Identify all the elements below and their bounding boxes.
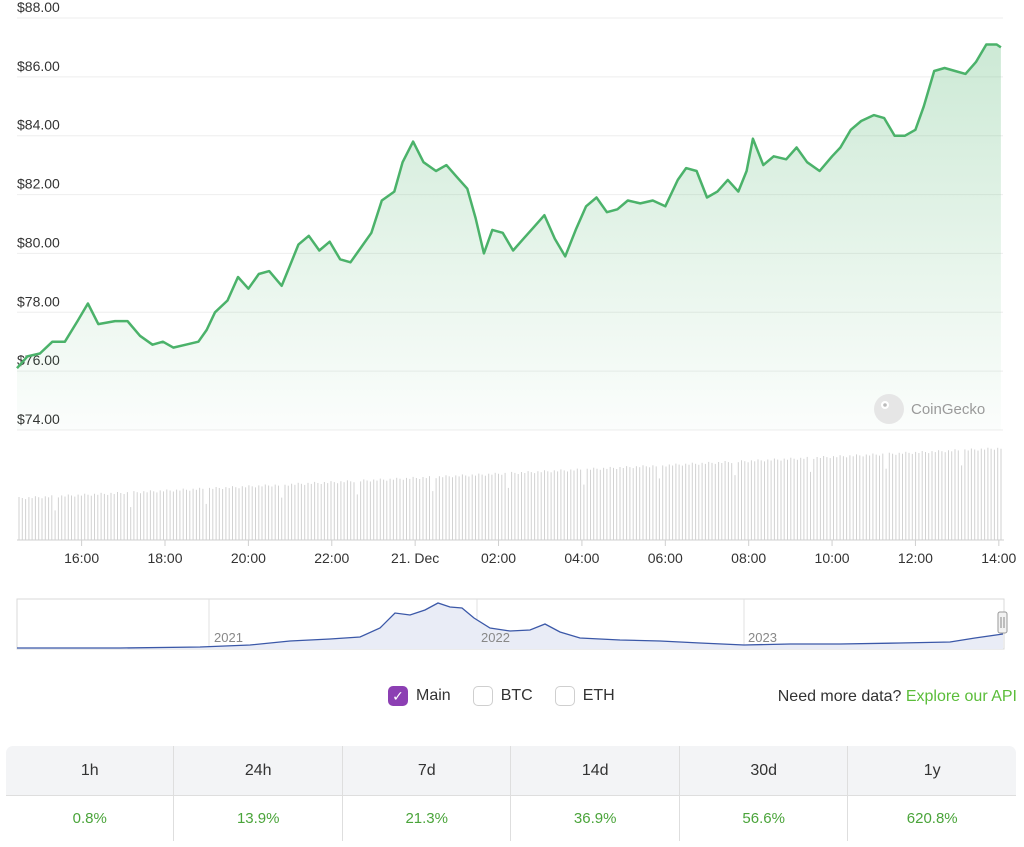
toggle-main[interactable]: ✓ Main — [388, 686, 451, 706]
x-tick-label: 10:00 — [815, 550, 850, 566]
performance-value-row: 0.8% 13.9% 21.3% 36.9% 56.6% 620.8% — [6, 795, 1016, 841]
price-area — [17, 44, 1001, 430]
performance-table: 1h 24h 7d 14d 30d 1y 0.8% 13.9% 21.3% 36… — [5, 745, 1017, 842]
period-change-value: 36.9% — [510, 795, 680, 841]
checkbox-icon[interactable] — [554, 686, 575, 706]
y-tick-label: $88.00 — [17, 0, 60, 15]
y-tick-label: $80.00 — [17, 234, 60, 250]
y-tick-label: $82.00 — [17, 176, 60, 192]
x-tick-label: 14:00 — [981, 550, 1016, 566]
period-header: 1y — [847, 746, 1016, 796]
x-tick-label: 04:00 — [564, 550, 599, 566]
x-tick-label: 22:00 — [314, 550, 349, 566]
period-header: 14d — [510, 746, 680, 796]
series-toggles: ✓ Main BTC ETH — [388, 686, 615, 706]
x-tick-label: 06:00 — [648, 550, 683, 566]
checkbox-icon[interactable] — [472, 686, 493, 706]
period-header: 30d — [678, 746, 849, 796]
period-change-value: 21.3% — [341, 795, 512, 841]
x-axis: 16:00 18:00 20:00 22:00 21. Dec 02:00 04:00 06:… — [64, 540, 1017, 566]
y-tick-label: $86.00 — [17, 58, 60, 74]
coingecko-watermark: CoinGecko — [874, 394, 985, 424]
y-tick-label: $78.00 — [17, 293, 60, 309]
explore-api-link[interactable]: Explore our API — [905, 688, 1017, 705]
price-line — [16, 43, 1002, 370]
toggle-label: ETH — [582, 687, 615, 704]
x-tick-label: 16:00 — [64, 550, 99, 566]
y-tick-label: $84.00 — [17, 117, 60, 133]
navigator-handle[interactable] — [997, 611, 1008, 634]
more-data-prompt: Need more data? Explore our API — [778, 688, 1017, 706]
period-change-value: 13.9% — [173, 795, 343, 841]
price-chart: $74.00$76.00$78.00$80.00$82.00$84.00$86.… — [16, 0, 1017, 650]
navigator-year-label: 2022 — [481, 630, 510, 645]
x-tick-label: 12:00 — [898, 550, 933, 566]
period-change-value: 0.8% — [6, 795, 175, 841]
toggle-btc[interactable]: BTC — [472, 686, 533, 706]
x-tick-label: 18:00 — [147, 550, 182, 566]
navigator-year-label: 2021 — [214, 630, 243, 645]
watermark-text: CoinGecko — [911, 401, 985, 418]
x-tick-label: 08:00 — [731, 550, 766, 566]
navigator-year-label: 2023 — [748, 630, 777, 645]
x-tick-label: 21. Dec — [391, 550, 439, 566]
x-tick-label: 02:00 — [481, 550, 516, 566]
toggle-label: Main — [416, 687, 451, 704]
navigator-line — [17, 602, 1004, 649]
period-header: 7d — [341, 746, 512, 796]
performance-header-row: 1h 24h 7d 14d 30d 1y — [6, 746, 1016, 796]
toggle-eth[interactable]: ETH — [554, 686, 615, 706]
range-navigator[interactable]: 2021 2022 2023 — [16, 598, 1008, 650]
period-header: 24h — [173, 746, 343, 796]
volume-bars — [18, 447, 1002, 540]
period-header: 1h — [6, 746, 175, 796]
x-tick-label: 20:00 — [231, 550, 266, 566]
checkbox-checked-icon[interactable]: ✓ — [388, 686, 408, 706]
coingecko-logo-icon — [874, 394, 904, 424]
more-data-text: Need more data? — [777, 688, 902, 705]
toggle-label: BTC — [500, 687, 533, 704]
navigator-area — [17, 603, 1003, 649]
period-change-value: 620.8% — [847, 795, 1016, 841]
period-change-value: 56.6% — [678, 795, 849, 841]
